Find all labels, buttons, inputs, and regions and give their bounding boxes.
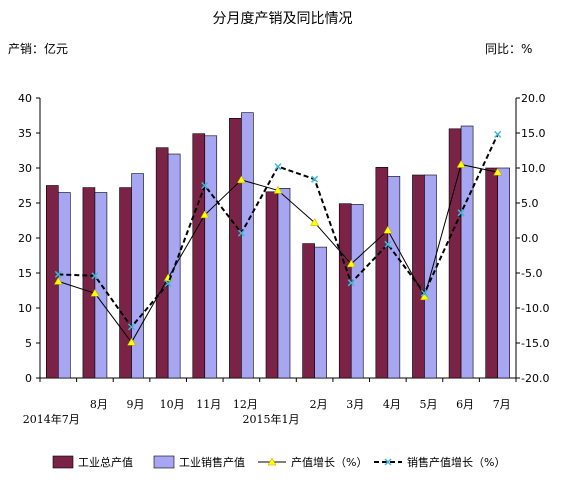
legend-label: 销售产值增长（%） [407, 455, 505, 469]
output-growth-point [383, 225, 393, 234]
bar-sales-output [277, 188, 291, 379]
x-tick-label: 8月 [90, 398, 108, 411]
sales-growth-point [384, 240, 392, 248]
legend-label: 工业销售产值 [179, 455, 245, 469]
chart-title: 分月度产销及同比情况 [212, 11, 353, 27]
bar-total-output [192, 133, 206, 379]
left-tick-label: 5 [25, 337, 32, 350]
bar-total-output [412, 174, 425, 379]
sales-growth-point [54, 270, 62, 278]
bar-sales-output [350, 204, 364, 379]
left-tick-label: 25 [18, 197, 32, 210]
lines [53, 130, 503, 346]
sales-growth-point [201, 181, 209, 190]
bar-total-output [338, 203, 352, 379]
legend-output-growth: 产值增长（%） [258, 455, 367, 469]
output-growth-point [53, 276, 63, 285]
left-axis-unit: 产销：亿元 [8, 42, 69, 56]
x-tick-label: 9月 [127, 398, 145, 411]
x-tick-label: 3月 [346, 398, 364, 411]
bar-total-output [375, 167, 389, 379]
sales-growth-point [274, 163, 282, 171]
right-tick-label: 0.0 [521, 232, 539, 245]
bar-sales-output [58, 192, 71, 379]
left-tick-label: 30 [18, 162, 32, 175]
bar-total-output [119, 187, 132, 379]
sales-growth-point [311, 175, 319, 183]
bar-sales-output [387, 176, 401, 379]
bar-total-output [485, 167, 498, 379]
x-tick-label: 6月 [456, 398, 474, 411]
legend-label: 产值增长（%） [291, 455, 367, 469]
left-tick-label: 20 [18, 232, 32, 245]
x-tick-label: 2月 [310, 398, 328, 411]
x-tick-label: 10月 [160, 398, 185, 411]
x-tick-label: 4月 [383, 398, 401, 411]
x-tick-label: 5月 [419, 398, 437, 411]
legend-swatch [153, 455, 175, 469]
right-tick-label: 10.0 [521, 162, 546, 175]
legend-label: 工业总产值 [78, 455, 133, 469]
right-tick-label: -10.0 [521, 302, 549, 315]
sales-growth-point [128, 323, 136, 331]
legend-marker [267, 457, 277, 466]
left-tick-label: 35 [18, 127, 32, 140]
sales-growth-point [91, 272, 99, 280]
output-growth-point [346, 259, 356, 268]
bar-total-output [82, 187, 96, 379]
bar-sales-output [314, 246, 327, 379]
bar-total-output [229, 118, 242, 379]
legend-marker [384, 458, 392, 466]
output-growth-point [200, 210, 210, 219]
bar-sales-output [167, 153, 181, 379]
right-tick-label: -15.0 [521, 337, 549, 350]
bar-sales-output [497, 167, 510, 379]
output-growth-point [273, 185, 283, 194]
x-tick-label: 2014年7月 [23, 412, 80, 426]
bar-sales-output [94, 192, 108, 379]
legend: 工业总产值 工业销售产值 产值增长（%） 销售产值增长（%） [52, 455, 505, 469]
bars [46, 112, 510, 379]
sales-growth-point [457, 209, 465, 217]
bar-sales-output [131, 173, 144, 379]
output-growth-point [310, 218, 320, 226]
sales-growth-point [494, 130, 502, 138]
output-growth-point [236, 175, 246, 184]
bar-sales-output [204, 135, 218, 379]
right-tick-label: 15.0 [521, 127, 546, 140]
sales-growth-point [164, 279, 172, 288]
sales-growth-point [347, 279, 355, 287]
x-tick-label: 11月 [196, 398, 221, 411]
bar-sales-output [241, 112, 254, 379]
legend-swatch [52, 455, 74, 469]
left-tick-label: 0 [25, 372, 32, 385]
x-tick-label: 12月 [233, 398, 258, 411]
right-tick-label: 5.0 [521, 197, 539, 210]
left-tick-label: 15 [18, 267, 32, 280]
output-growth-point [90, 288, 100, 297]
sales-growth-point [237, 229, 245, 237]
tick-labels: 0 5 10 15 20 25 30 35 40 -20.0 -15.0 -10.0 -5.0 0.0 5.… [18, 92, 549, 426]
bar-sales-output [460, 125, 474, 379]
left-tick-label: 40 [18, 92, 32, 105]
legend-sales-output: 工业销售产值 [153, 455, 245, 469]
right-axis-unit: 同比：% [485, 42, 533, 56]
legend-sales-growth: 销售产值增长（%） [374, 455, 505, 469]
output-growth-point [493, 167, 503, 176]
output-growth-point [127, 337, 136, 346]
x-tick-label: 7月 [493, 398, 511, 411]
left-tick-label: 10 [18, 302, 32, 315]
output-growth-point [456, 159, 466, 168]
legend-total-output: 工业总产值 [52, 455, 133, 469]
bar-total-output [155, 147, 169, 379]
x-tick-label: 2015年1月 [243, 412, 300, 426]
bar-total-output [265, 191, 279, 379]
right-tick-label: 20.0 [521, 92, 546, 105]
bar-total-output [302, 243, 315, 379]
right-tick-label: -20.0 [521, 372, 549, 385]
sales-growth-point [420, 289, 428, 297]
right-tick-label: -5.0 [521, 267, 542, 280]
